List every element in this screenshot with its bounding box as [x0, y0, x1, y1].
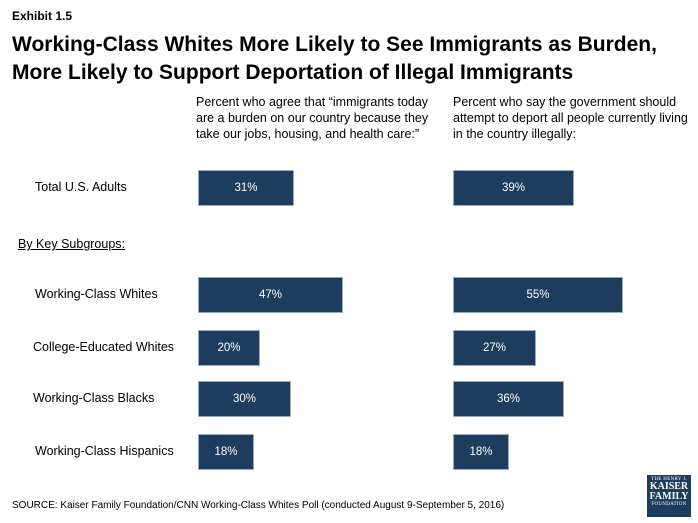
exhibit-number: Exhibit 1.5: [12, 9, 73, 23]
series-2-question: Percent who say the government should at…: [453, 95, 688, 141]
category-label-college-educated-whites: College-Educated Whites: [33, 340, 175, 354]
bar-value-label: 39%: [501, 182, 526, 194]
logo-line-2: KAISER: [649, 481, 689, 492]
bar-value-label: 18%: [214, 446, 238, 458]
bar-value-label: 30%: [232, 393, 257, 405]
bar-series2-working-class-whites: 55%: [453, 277, 623, 313]
chart-title: Working-Class Whites More Likely to See …: [12, 31, 692, 87]
category-label-working-class-whites: Working-Class Whites: [35, 287, 158, 301]
series-1-question: Percent who agree that “immigrants today…: [196, 95, 429, 141]
bar-series1-total-u-s-adults: 31%: [198, 170, 294, 206]
bar-series2-working-class-hispanics: 18%: [453, 434, 509, 470]
logo-line-4: FOUNDATION: [651, 502, 687, 507]
title-line-1: Working-Class Whites More Likely to See …: [12, 33, 657, 56]
category-label-working-class-hispanics: Working-Class Hispanics: [35, 444, 174, 458]
bar-value-label: 27%: [482, 342, 507, 354]
bar-value-label: 36%: [496, 393, 521, 405]
bar-series2-college-educated-whites: 27%: [453, 330, 536, 366]
title-line-2: More Likely to Support Deportation of Il…: [12, 61, 574, 84]
bar-value-label: 20%: [217, 342, 241, 354]
logo-line-1: THE HENRY J.: [651, 477, 687, 482]
logo-line-3: FAMILY: [649, 491, 689, 502]
subgroups-heading: By Key Subgroups:: [18, 237, 126, 251]
bar-series1-working-class-hispanics: 18%: [198, 434, 254, 470]
bar-series2-total-u-s-adults: 39%: [453, 170, 574, 206]
bar-value-label: 31%: [234, 182, 258, 194]
category-label-working-class-blacks: Working-Class Blacks: [33, 391, 155, 405]
bar-value-label: 18%: [469, 446, 493, 458]
bar-series1-college-educated-whites: 20%: [198, 330, 260, 366]
bar-series1-working-class-whites: 47%: [198, 277, 343, 313]
bar-series2-working-class-blacks: 36%: [453, 381, 564, 417]
kff-logo: THE HENRY J. KAISER FAMILY FOUNDATION: [647, 475, 691, 517]
source-note: SOURCE: Kaiser Family Foundation/CNN Wor…: [12, 500, 505, 511]
bar-value-label: 55%: [526, 289, 550, 301]
category-label-total-u-s-adults: Total U.S. Adults: [35, 180, 127, 194]
bar-series1-working-class-blacks: 30%: [198, 381, 291, 417]
bar-value-label: 47%: [258, 289, 283, 301]
